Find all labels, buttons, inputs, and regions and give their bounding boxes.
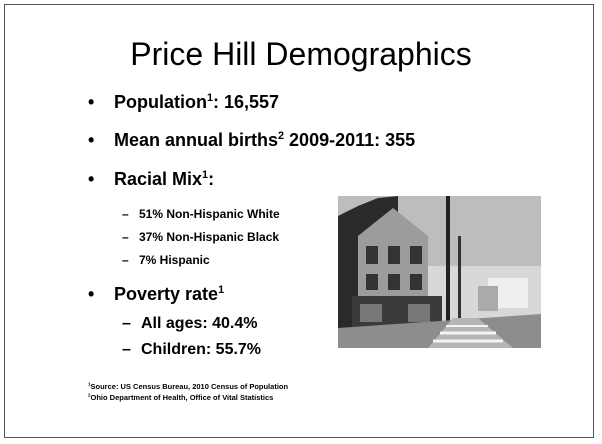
sub-bullet: 37% Non-Hispanic Black xyxy=(122,230,279,244)
bullet-text: : xyxy=(208,169,214,189)
bullet-text: Mean annual births xyxy=(114,130,278,150)
sub-bullet-text: 7% Hispanic xyxy=(139,253,210,267)
footnote: 2Ohio Department of Health, Office of Vi… xyxy=(88,393,273,402)
bullet: Poverty rate1 xyxy=(92,284,224,305)
bullet: Population1: 16,557 xyxy=(92,92,279,113)
sub-bullet: 7% Hispanic xyxy=(122,253,210,267)
slide-title: Price Hill Demographics xyxy=(0,36,602,73)
footnote-text: Ohio Department of Health, Office of Vit… xyxy=(91,393,274,402)
sub-bullet-text: 37% Non-Hispanic Black xyxy=(139,230,279,244)
bullet-text: Poverty rate xyxy=(114,284,218,304)
bullet: Racial Mix1: xyxy=(92,169,214,190)
bullet-text: 2009-2011: 355 xyxy=(284,130,415,150)
footnote-text: Source: US Census Bureau, 2010 Census of… xyxy=(91,382,289,391)
footnote-ref: 1 xyxy=(218,284,224,296)
sub-bullet: Children: 55.7% xyxy=(122,341,261,359)
sub-bullet: All ages: 40.4% xyxy=(122,315,258,333)
street-photo xyxy=(338,196,541,348)
sub-bullet: 51% Non-Hispanic White xyxy=(122,207,280,221)
slide: Price Hill Demographics Population1: 16,… xyxy=(0,0,602,444)
footnote: 1Source: US Census Bureau, 2010 Census o… xyxy=(88,382,288,391)
bullet: Mean annual births2 2009-2011: 355 xyxy=(92,130,415,151)
sub-bullet-text: 51% Non-Hispanic White xyxy=(139,207,280,221)
bullet-text: Racial Mix xyxy=(114,169,202,189)
sub-bullet-text: All ages: 40.4% xyxy=(141,315,258,332)
bullet-text: : 16,557 xyxy=(213,92,279,112)
sub-bullet-text: Children: 55.7% xyxy=(141,341,261,358)
bullet-text: Population xyxy=(114,92,207,112)
